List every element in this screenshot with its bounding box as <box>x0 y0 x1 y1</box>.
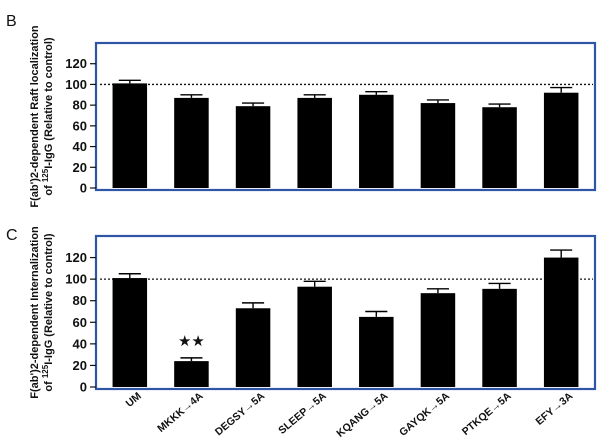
y-tick-label: 60 <box>73 118 87 133</box>
y-tick-label: 120 <box>65 250 87 265</box>
bar <box>359 94 394 188</box>
category-label: GAYQK→5A <box>397 390 452 439</box>
category-label: DEGSY→5A <box>213 390 268 438</box>
y-axis-label-line-2: of 125I-IgG (Relative to control) <box>41 37 56 196</box>
y-tick-label: 20 <box>73 358 87 373</box>
bar <box>235 308 271 387</box>
plot-frame <box>94 41 597 192</box>
category-label: KQANG→5A <box>334 390 390 440</box>
bar <box>297 286 332 387</box>
bar <box>482 107 517 188</box>
y-axis-label-line-1: F(ab')2-dependent Internalization <box>29 226 41 399</box>
bar <box>543 257 579 387</box>
bar <box>174 361 209 387</box>
y-tick-label: 60 <box>73 315 87 330</box>
bar <box>112 278 148 387</box>
panel-b: B F(ab')2-dependent Raft localization of 1… <box>6 13 597 208</box>
significance-marker: ★★ <box>178 332 205 350</box>
y-tick-label: 40 <box>73 139 87 154</box>
bar <box>482 288 517 387</box>
category-label: MKKK→4A <box>155 390 205 435</box>
y-tick-label: 0 <box>80 181 87 196</box>
panel-letter: B <box>6 13 17 30</box>
bar <box>543 92 579 188</box>
category-label: SLEEP→5A <box>276 390 329 437</box>
plot-frame <box>94 234 597 391</box>
category-label: PTKQE→5A <box>460 390 514 438</box>
bar <box>420 293 456 387</box>
y-tick-label: 20 <box>73 160 87 175</box>
bar <box>359 316 394 387</box>
y-tick-label: 100 <box>65 272 87 287</box>
panel-c: C F(ab')2-dependent Internalization of 125… <box>6 226 597 440</box>
panel-letter: C <box>6 227 18 244</box>
category-label: UM <box>124 390 144 410</box>
y-tick-label: 100 <box>65 77 87 92</box>
y-tick-label: 80 <box>73 293 87 308</box>
bar <box>235 106 271 188</box>
y-tick-label: 40 <box>73 336 87 351</box>
bar <box>112 83 148 188</box>
y-axis-label-line-1: F(ab')2-dependent Raft localization <box>29 25 41 208</box>
bar <box>297 97 332 188</box>
y-tick-label: 0 <box>80 380 87 395</box>
category-label: EFY→3A <box>534 390 576 428</box>
y-tick-label: 120 <box>65 56 87 71</box>
y-tick-label: 80 <box>73 98 87 113</box>
bar <box>174 97 209 188</box>
y-axis-label-line-2: of 125I-IgG (Relative to control) <box>41 233 56 392</box>
bar <box>420 103 456 188</box>
